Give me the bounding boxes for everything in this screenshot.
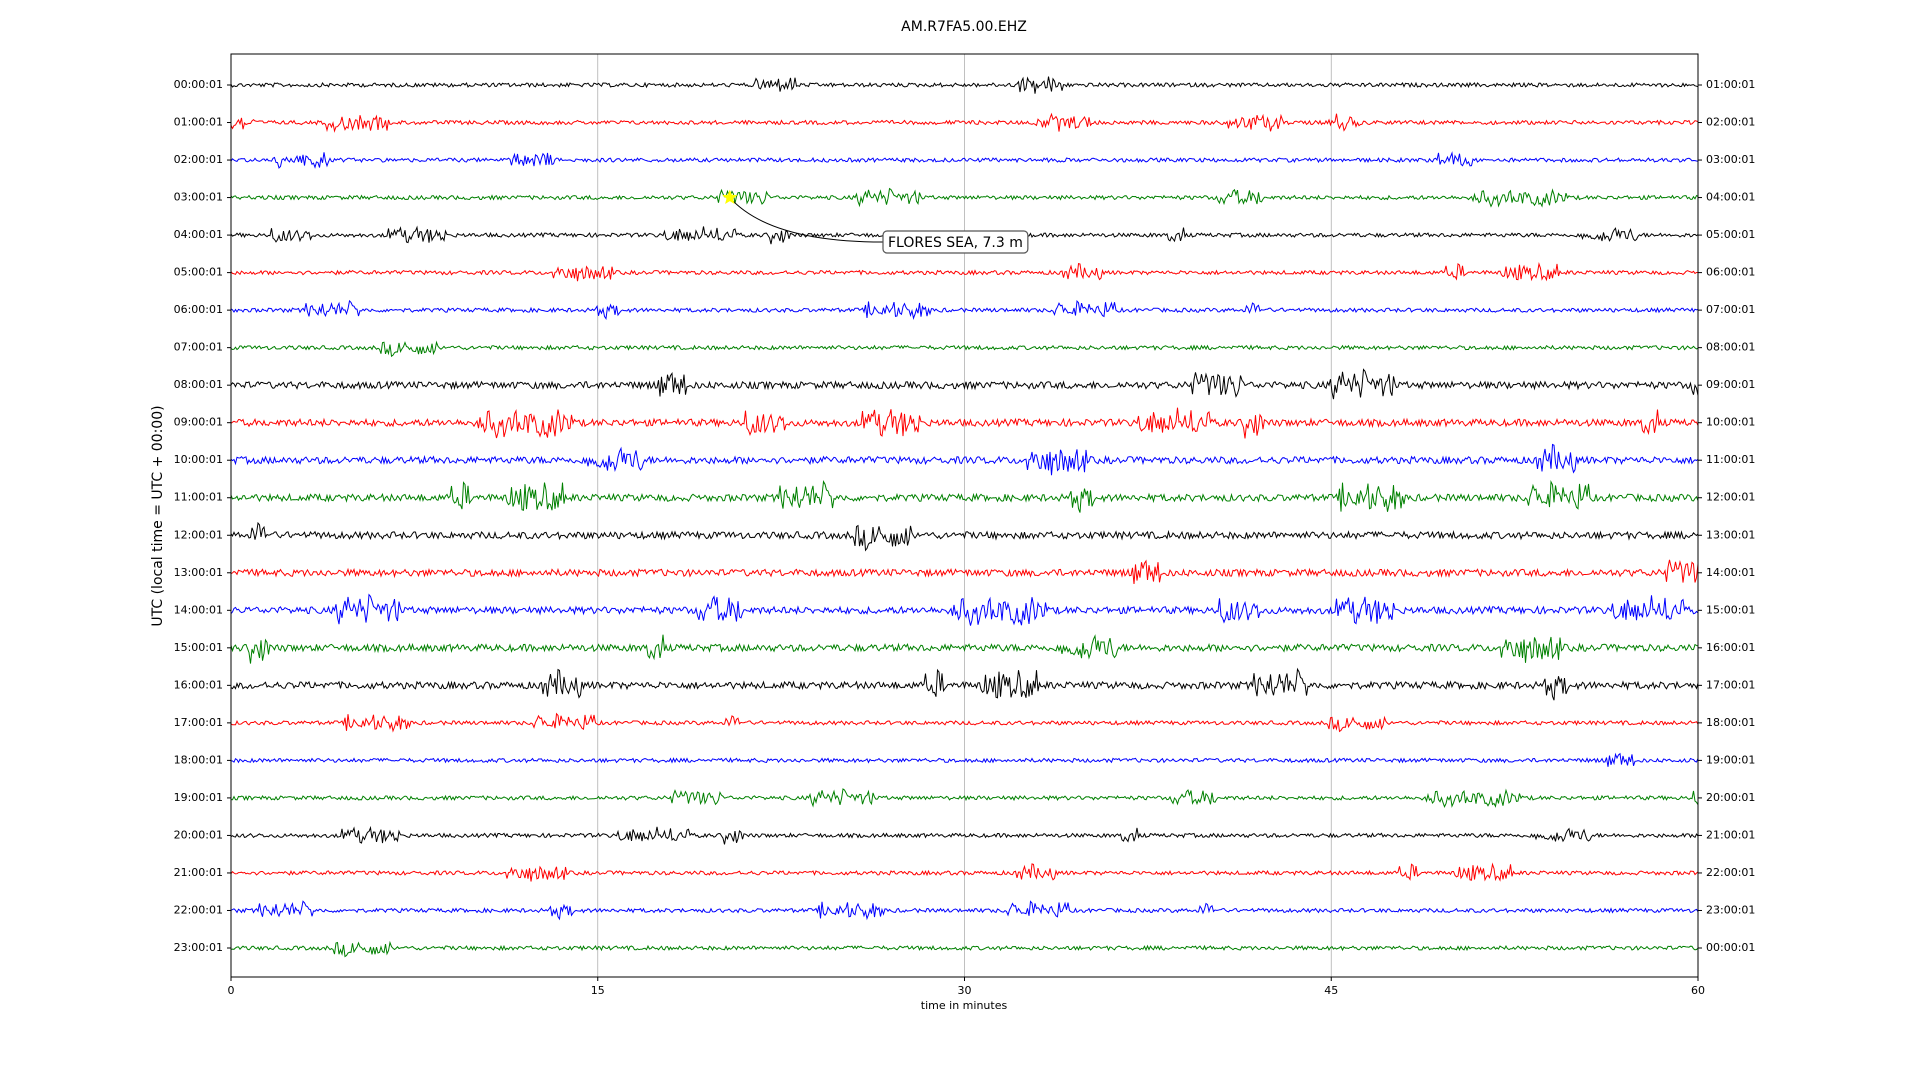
trace [230,76,1699,94]
y-tick-label: 10:00:01 [174,453,223,466]
y2-tick-label: 21:00:01 [1706,828,1755,841]
y2-tick-label: 19:00:01 [1706,753,1755,766]
y-tick-label: 11:00:01 [174,491,223,504]
y2-tick-label: 01:00:01 [1706,78,1755,91]
trace [230,340,1699,358]
y2-tick-label: 11:00:01 [1706,453,1755,466]
trace [230,187,1699,208]
trace [230,112,1699,133]
y2-tick-label: 02:00:01 [1706,116,1755,129]
y2-tick-label: 14:00:01 [1706,566,1755,579]
annotation-text: FLORES SEA, 7.3 m [888,235,1023,251]
y-tick-label: 19:00:01 [174,791,223,804]
y2-tick-label: 12:00:01 [1706,491,1755,504]
y-tick-label: 01:00:01 [174,116,223,129]
y-tick-label: 00:00:01 [174,78,223,91]
y2-tick-label: 05:00:01 [1706,228,1755,241]
y2-tick-label: 18:00:01 [1706,716,1755,729]
y-tick-label: 23:00:01 [174,941,223,954]
trace [230,559,1699,585]
y-tick-label: 22:00:01 [174,903,223,916]
trace [230,368,1699,400]
x-tick-label: 0 [228,984,235,997]
y-tick-label: 13:00:01 [174,566,223,579]
y2-tick-label: 03:00:01 [1706,153,1755,166]
y2-tick-label: 10:00:01 [1706,416,1755,429]
trace [230,151,1699,169]
x-tick-label: 30 [958,984,972,997]
x-tick-label: 60 [1691,984,1705,997]
y-tick-label: 17:00:01 [174,716,223,729]
y-tick-label: 21:00:01 [174,866,223,879]
annotation-box [882,230,1029,254]
y2-tick-label: 20:00:01 [1706,791,1755,804]
y-tick-label: 18:00:01 [174,753,223,766]
y-tick-label: 16:00:01 [174,678,223,691]
trace [230,825,1699,845]
y-tick-label: 02:00:01 [174,153,223,166]
y2-tick-label: 17:00:01 [1706,678,1755,691]
y2-tick-label: 06:00:01 [1706,266,1755,279]
x-axis-label: time in minutes [921,999,1008,1012]
y2-tick-label: 13:00:01 [1706,528,1755,541]
y2-tick-label: 22:00:01 [1706,866,1755,879]
x-tick-label: 45 [1324,984,1338,997]
y-tick-label: 05:00:01 [174,266,223,279]
trace [230,788,1699,808]
y-tick-label: 09:00:01 [174,416,223,429]
chart-title: AM.R7FA5.00.EHZ [901,19,1027,35]
y-tick-label: 20:00:01 [174,828,223,841]
trace [230,862,1699,882]
y-tick-label: 08:00:01 [174,378,223,391]
y2-tick-label: 07:00:01 [1706,303,1755,316]
trace [230,299,1699,320]
trace [230,752,1699,767]
y-tick-label: 04:00:01 [174,228,223,241]
y-axis-label: UTC (local time = UTC + 00:00) [150,405,166,626]
y2-tick-label: 08:00:01 [1706,341,1755,354]
y-tick-label: 12:00:01 [174,528,223,541]
x-tick-label: 15 [591,984,605,997]
y2-tick-label: 09:00:01 [1706,378,1755,391]
y2-tick-label: 04:00:01 [1706,191,1755,204]
plot-frame [230,53,1699,978]
y2-tick-label: 00:00:01 [1706,941,1755,954]
trace [230,407,1699,439]
y-tick-label: 07:00:01 [174,341,223,354]
y-tick-label: 14:00:01 [174,603,223,616]
trace [230,667,1699,701]
trace [230,940,1699,958]
y2-tick-label: 23:00:01 [1706,903,1755,916]
event-marker [722,189,738,204]
trace [230,262,1698,282]
annotation-arrow [729,197,884,243]
trace [230,593,1699,626]
trace [230,480,1699,513]
trace [230,443,1699,476]
trace [230,900,1699,921]
y-tick-label: 06:00:01 [174,303,223,316]
trace [230,521,1699,552]
y-tick-label: 03:00:01 [174,191,223,204]
trace [230,634,1699,664]
y2-tick-label: 16:00:01 [1706,641,1755,654]
y-tick-label: 15:00:01 [174,641,223,654]
y2-tick-label: 15:00:01 [1706,603,1755,616]
trace [230,712,1699,733]
